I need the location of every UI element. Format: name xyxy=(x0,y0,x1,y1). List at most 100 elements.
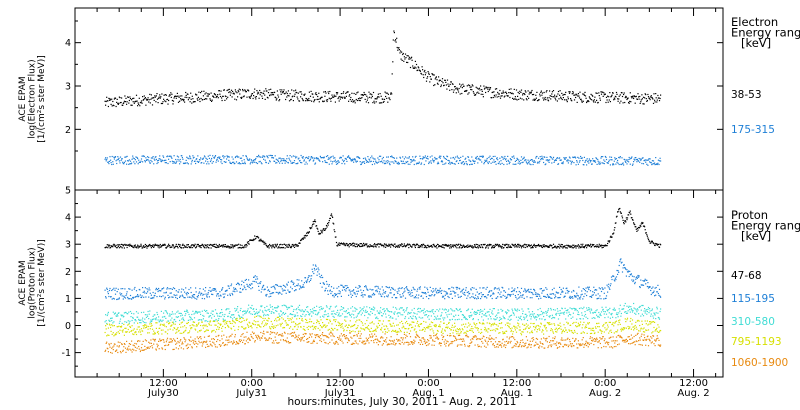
electron-point xyxy=(309,95,312,97)
proton-point xyxy=(657,284,659,286)
electron-point xyxy=(218,90,220,92)
proton-point xyxy=(481,313,483,315)
proton-point xyxy=(334,313,336,315)
proton-point xyxy=(363,306,365,308)
proton-point xyxy=(509,315,511,317)
electron-point xyxy=(201,90,203,92)
proton-point xyxy=(557,246,560,248)
proton-point xyxy=(563,311,566,313)
proton-point xyxy=(360,294,362,297)
electron-point xyxy=(154,156,156,158)
proton-point xyxy=(432,311,434,313)
electron-point xyxy=(198,98,201,100)
proton-point xyxy=(405,287,407,289)
proton-point xyxy=(487,318,489,320)
electron-point xyxy=(180,99,182,101)
electron-point xyxy=(133,161,135,163)
proton-point xyxy=(313,310,315,312)
proton-point xyxy=(570,296,572,298)
electron-point xyxy=(267,157,269,159)
proton-point xyxy=(248,243,250,245)
proton-point xyxy=(208,289,210,292)
electron-point xyxy=(424,155,426,157)
electron-point xyxy=(235,156,237,158)
proton-point xyxy=(621,217,624,219)
electron-point xyxy=(345,158,347,160)
proton-point xyxy=(274,288,276,290)
proton-point xyxy=(510,314,513,316)
electron-point xyxy=(429,156,431,158)
proton-point xyxy=(498,319,500,321)
proton-point xyxy=(450,247,452,249)
electron-point xyxy=(403,60,405,62)
electron-point xyxy=(571,160,573,162)
electron-point xyxy=(536,155,538,158)
proton-point xyxy=(466,246,468,248)
electron-point xyxy=(498,95,500,98)
proton-point xyxy=(534,290,536,292)
electron-point xyxy=(372,160,375,163)
proton-point xyxy=(241,316,243,319)
proton-point xyxy=(274,247,276,249)
electron-point xyxy=(248,96,250,98)
electron-point xyxy=(583,93,585,95)
electron-point xyxy=(644,159,646,161)
proton-point xyxy=(378,293,380,295)
proton-point xyxy=(165,310,167,312)
electron-point xyxy=(262,155,264,157)
electron-point xyxy=(535,157,537,159)
electron-point xyxy=(212,155,214,157)
electron-point xyxy=(190,158,192,160)
electron-point xyxy=(578,157,580,159)
electron-point xyxy=(137,102,139,104)
proton-point xyxy=(354,243,356,245)
electron-point xyxy=(346,160,348,162)
electron-point xyxy=(242,162,244,164)
proton-point xyxy=(521,296,523,298)
electron-point xyxy=(359,157,361,159)
proton-point xyxy=(269,310,271,312)
electron-point xyxy=(107,100,109,102)
proton-point xyxy=(113,243,115,245)
proton-point xyxy=(279,247,281,249)
proton-point xyxy=(535,295,537,297)
electron-point xyxy=(498,163,500,165)
electron-point xyxy=(351,160,354,162)
proton-point xyxy=(631,218,634,221)
electron-point xyxy=(377,93,379,95)
proton-point xyxy=(450,313,452,315)
proton-point xyxy=(652,286,654,288)
electron-point xyxy=(269,94,271,96)
proton-point xyxy=(436,315,439,317)
electron-point xyxy=(253,95,255,97)
electron-point xyxy=(311,156,313,158)
proton-point xyxy=(592,244,594,246)
electron-point xyxy=(540,157,542,160)
electron-point xyxy=(647,164,649,166)
electron-point xyxy=(306,98,308,100)
electron-point xyxy=(322,101,324,103)
proton-point xyxy=(327,224,329,226)
proton-point xyxy=(286,246,288,248)
electron-point xyxy=(543,161,545,164)
proton-point xyxy=(312,312,314,314)
proton-point xyxy=(504,295,506,297)
electron-point xyxy=(202,95,204,97)
proton-point xyxy=(289,246,291,248)
electron-point xyxy=(113,158,115,160)
proton-point xyxy=(218,315,220,317)
electron-point xyxy=(470,86,472,88)
proton-point xyxy=(388,311,391,313)
proton-point xyxy=(374,314,376,316)
proton-point xyxy=(617,270,619,272)
electron-point xyxy=(169,94,171,96)
proton-point xyxy=(444,308,446,310)
electron-point xyxy=(389,99,391,101)
proton-point xyxy=(107,293,109,295)
proton-point xyxy=(597,297,599,300)
electron-point xyxy=(364,162,366,164)
proton-point xyxy=(579,298,581,300)
electron-point xyxy=(243,95,245,97)
proton-point xyxy=(656,244,658,246)
proton-point xyxy=(300,315,302,317)
